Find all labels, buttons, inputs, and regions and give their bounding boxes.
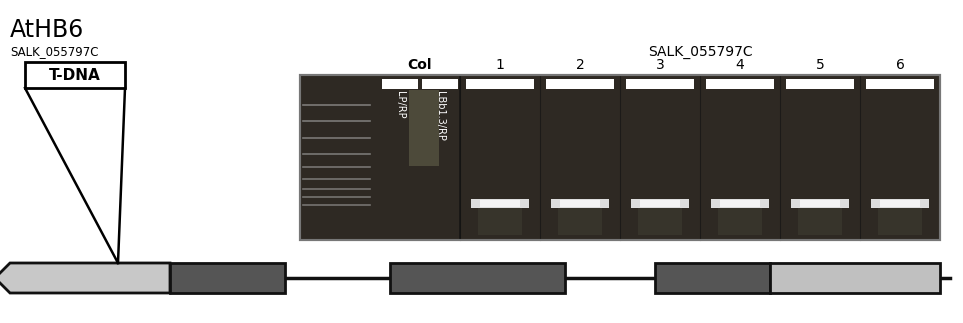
Bar (480, 200, 520, 207)
Bar (300, 75, 940, 240)
Text: 2: 2 (576, 58, 585, 72)
Text: 1: 1 (496, 58, 505, 72)
Bar (551, 199, 609, 208)
Bar (466, 79, 534, 89)
Polygon shape (0, 263, 170, 293)
Bar (300, 75, 940, 240)
Bar (638, 208, 682, 235)
Text: 6: 6 (896, 58, 904, 72)
Bar (712, 199, 768, 208)
Text: SALK_055797C: SALK_055797C (648, 45, 752, 59)
Text: Col: Col (407, 58, 432, 72)
Bar (792, 199, 848, 208)
Bar (718, 208, 762, 235)
Bar (719, 200, 760, 207)
Bar (409, 90, 439, 166)
Text: 3: 3 (656, 58, 664, 72)
Bar (639, 200, 680, 207)
Bar (878, 208, 922, 235)
Bar (170, 263, 285, 293)
Bar (478, 208, 522, 235)
Text: LP/RP: LP/RP (395, 91, 405, 119)
Bar (787, 79, 853, 89)
Bar (471, 199, 529, 208)
Text: T-DNA: T-DNA (49, 68, 101, 82)
Bar (558, 208, 602, 235)
Text: SALK_055797C: SALK_055797C (10, 45, 98, 58)
Bar (381, 79, 418, 89)
Bar (546, 79, 613, 89)
Bar (423, 79, 458, 89)
Bar (770, 263, 940, 293)
Bar (655, 263, 770, 293)
Bar (300, 75, 940, 240)
Text: 5: 5 (816, 58, 824, 72)
Bar (626, 79, 693, 89)
Bar (25, 62, 125, 88)
Bar (560, 200, 600, 207)
Bar (390, 263, 565, 293)
Bar (880, 200, 921, 207)
Bar (867, 79, 933, 89)
Text: AtHB6: AtHB6 (10, 18, 84, 42)
Text: 4: 4 (736, 58, 744, 72)
Bar (872, 199, 928, 208)
Bar (707, 79, 773, 89)
Bar (800, 200, 840, 207)
Text: LBb1.3/RP: LBb1.3/RP (435, 91, 445, 141)
Bar (631, 199, 689, 208)
Bar (798, 208, 842, 235)
